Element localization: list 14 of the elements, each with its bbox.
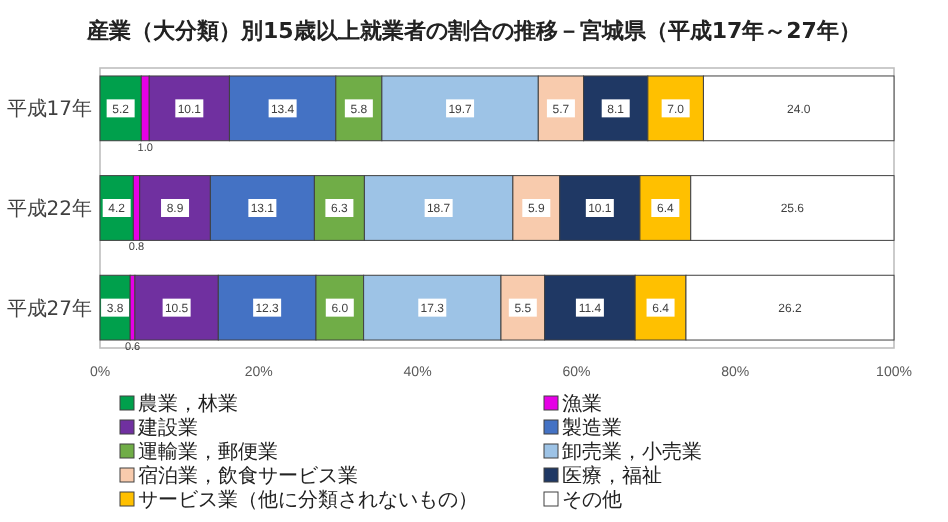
legend-label: 卸売業，小売業 [562, 440, 702, 464]
legend-label: 漁業 [562, 392, 602, 416]
legend-label: その他 [562, 488, 622, 512]
legend-label: 宿泊業，飲食サービス業 [138, 464, 358, 488]
legend-label: サービス業（他に分類されないもの） [138, 488, 478, 512]
chart-title: 産業（大分類）別15歳以上就業者の割合の推移－宮城県（平成17年～27年） [85, 18, 861, 44]
legend-label: 製造業 [562, 416, 622, 440]
legend-label: 農業，林業 [138, 392, 238, 416]
legend-label: 医療，福祉 [562, 464, 662, 488]
y-tick-label: 平成22年 [6, 197, 92, 221]
y-tick-label: 平成27年 [6, 296, 92, 321]
y-tick-label: 平成17年 [6, 97, 92, 122]
legend-label: 運輸業，郵便業 [138, 440, 278, 464]
legend-label: 建設業 [136, 416, 198, 440]
